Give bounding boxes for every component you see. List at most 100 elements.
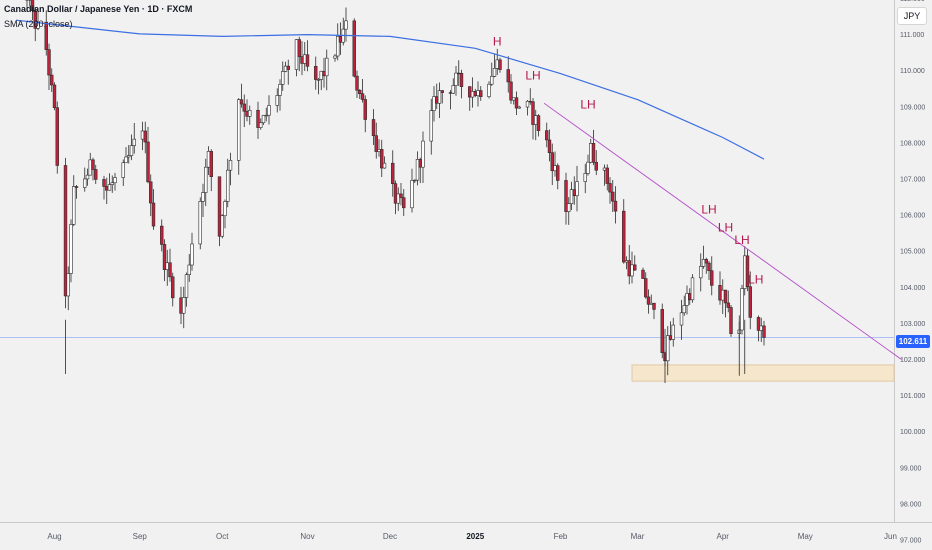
candle-body (646, 296, 651, 305)
candle-body (278, 84, 282, 96)
candle-body (105, 186, 109, 191)
candle-body (517, 106, 521, 109)
symbol-title[interactable]: Canadian Dollar / Japanese Yen · 1D · FX… (4, 4, 193, 14)
y-tick-label: 103.000 (900, 321, 925, 328)
candle-body (69, 224, 73, 274)
candle-body (355, 75, 359, 91)
candle-body (525, 100, 530, 108)
candle-body (762, 325, 766, 338)
candle-body (226, 169, 230, 202)
candle-body (421, 140, 425, 168)
candle-body (454, 72, 458, 86)
candle-body (627, 260, 631, 277)
candle-body (624, 260, 629, 263)
candle-body (690, 277, 695, 301)
candle-body (589, 143, 593, 163)
candle-body (685, 293, 689, 306)
candle-body (682, 305, 686, 314)
candle-body (107, 184, 112, 191)
candle-body (336, 35, 340, 57)
x-tick-label: Jun (884, 532, 897, 541)
lower-high-label: LH (734, 233, 749, 247)
candle-body (30, 0, 35, 12)
candle-body (468, 86, 472, 98)
candle-body (325, 57, 329, 77)
candle-body (171, 276, 175, 299)
candle-body (160, 225, 164, 245)
candle-body (371, 119, 376, 137)
y-tick-label: 108.000 (900, 140, 925, 147)
candle-body (228, 160, 233, 171)
candle-body (479, 90, 483, 97)
candle-body (358, 89, 362, 94)
candle-body (437, 90, 442, 104)
lower-high-label: LH (701, 202, 716, 216)
candle-body (583, 173, 587, 182)
candle-body (261, 115, 266, 124)
x-tick-label: Aug (47, 532, 61, 541)
candle-body (316, 79, 321, 81)
candle-body (248, 109, 252, 117)
candle-body (644, 278, 648, 298)
candle-body (393, 183, 398, 204)
candle-body (377, 149, 381, 152)
high-label: H (493, 34, 502, 48)
candle-body (740, 288, 744, 331)
candle-body (723, 289, 728, 304)
candle-body (451, 85, 455, 94)
candle-body (275, 95, 279, 106)
y-tick-label: 98.000 (900, 501, 922, 508)
candle-body (162, 244, 167, 270)
candle-body (608, 183, 612, 193)
candle-body (149, 181, 153, 204)
candle-body (509, 81, 513, 101)
candle-body (338, 35, 343, 43)
candle-body (74, 186, 79, 188)
candle-body (204, 166, 208, 193)
candle-body (143, 130, 147, 143)
candle-body (613, 200, 618, 212)
candle-body (633, 264, 637, 271)
candle-body (622, 210, 626, 263)
candle-body (553, 165, 557, 172)
candle-body (721, 289, 725, 301)
currency-button[interactable]: JPY (897, 7, 927, 25)
candle-body (641, 269, 645, 279)
candle-body (432, 96, 436, 111)
descending-trendline[interactable] (543, 102, 902, 360)
candle-body (611, 191, 615, 202)
candle-body (545, 130, 549, 141)
candle-body (168, 262, 172, 278)
y-tick-label: 109.000 (900, 104, 925, 111)
candle-body (473, 91, 477, 97)
candle-body (52, 84, 57, 108)
candle-body (102, 179, 106, 187)
x-tick-label: Apr (717, 532, 730, 541)
candle-body (429, 110, 433, 142)
candle-body (190, 243, 194, 266)
candle-body (495, 59, 499, 69)
candle-body (550, 152, 554, 172)
candle-body (267, 105, 271, 116)
sma-200-line[interactable] (15, 19, 765, 160)
candle-body (201, 192, 205, 202)
candle-body (88, 159, 92, 176)
candle-body (198, 201, 202, 245)
candle-body (146, 141, 150, 183)
candle-body (245, 110, 249, 117)
candle-body (630, 264, 634, 277)
candle-body (217, 176, 222, 237)
candle-body (707, 262, 711, 272)
candle-body (223, 201, 227, 217)
candle-body (305, 54, 310, 67)
candle-body (187, 264, 191, 275)
support-zone[interactable] (631, 364, 895, 382)
sma-indicator-label[interactable]: SMA (200, close) (4, 19, 73, 29)
candle-body (591, 143, 596, 163)
candle-body (360, 93, 365, 100)
candle-body (418, 159, 422, 168)
candle-body (66, 273, 70, 297)
candle-body (47, 49, 51, 76)
candle-body (94, 169, 98, 180)
